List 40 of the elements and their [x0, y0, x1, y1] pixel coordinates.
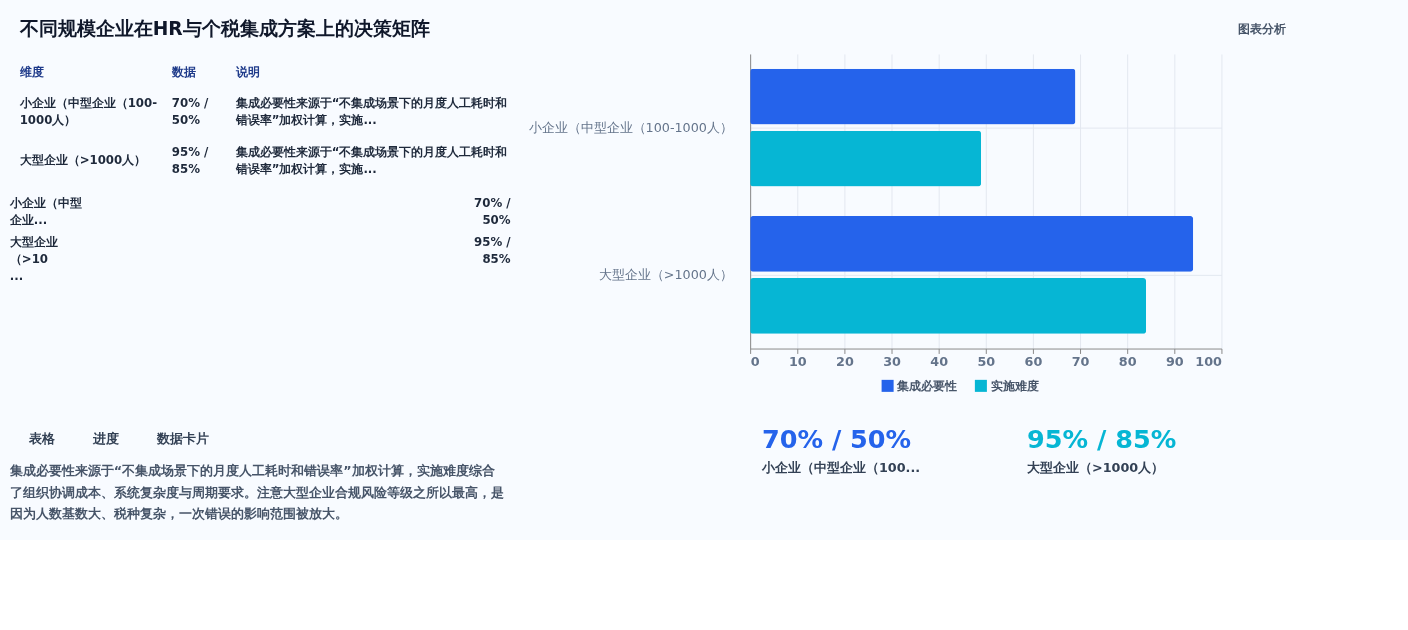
- text: 集成必要性来源于“不集成场景下的月度人工耗时和错误率”加权计算，实施...: [234, 145, 508, 176]
- x-tick-label: 100: [1195, 353, 1223, 369]
- text: 图表分析: [1238, 22, 1287, 37]
- text: 集成必要性来源于“不集成场景下的月度人工耗时和错误率”加权计算，实施难度综合了组织协调成本、系统复杂度与周期要求。注意大型企业合规风险等级之所以最高，是因为人数基数大、税种复杂，一次错误的影响范围被放大。: [8, 463, 504, 522]
- x-tick-label: 80: [1118, 353, 1137, 369]
- text: 说明: [234, 64, 260, 79]
- text: 大型企业（>10...: [9, 235, 58, 283]
- text: 小企业（中型企业（100...: [760, 460, 921, 476]
- bar: [750, 130, 982, 187]
- x-tick-label: 90: [1165, 353, 1184, 369]
- x-tick-label: 30: [883, 353, 902, 369]
- x-tick-label: 10: [788, 353, 807, 369]
- text: 数据卡片: [156, 430, 210, 446]
- x-tick-label: 60: [1024, 353, 1043, 369]
- text: 大型企业（>1000人）: [19, 152, 147, 167]
- bar: [750, 216, 1194, 272]
- text: 70% / 50%: [761, 423, 912, 454]
- bar: [750, 278, 1147, 334]
- text: 大型企业（>1000人）: [1027, 460, 1165, 476]
- text: 小企业（中型企业...: [8, 196, 82, 227]
- text: 70% / 50%: [171, 96, 210, 127]
- text: 表格: [28, 430, 57, 446]
- text: 维度: [18, 64, 44, 79]
- x-tick-label: 40: [930, 353, 949, 369]
- text: 95% / 85%: [1027, 423, 1177, 454]
- x-tick-label: 20: [836, 353, 854, 369]
- text: 小企业（中型企业（100-1000人）: [18, 96, 158, 127]
- bar: [750, 68, 1076, 125]
- text: 95% / 85%: [171, 145, 210, 176]
- text: 数据: [170, 64, 196, 79]
- legend-label: 集成必要性: [896, 378, 958, 393]
- text: 95% / 85%: [474, 235, 512, 267]
- legend-label: 实施难度: [990, 378, 1039, 393]
- x-tick-label: 70: [1071, 353, 1090, 369]
- text: 不同规模企业在HR与个税集成方案上的决策矩阵: [18, 18, 430, 40]
- text: 70% / 50%: [474, 196, 512, 227]
- x-tick-label: 0: [750, 353, 760, 369]
- text: 集成必要性来源于“不集成场景下的月度人工耗时和错误率”加权计算，实施...: [234, 96, 508, 127]
- x-tick-label: 50: [977, 353, 996, 369]
- text: 进度: [92, 430, 120, 446]
